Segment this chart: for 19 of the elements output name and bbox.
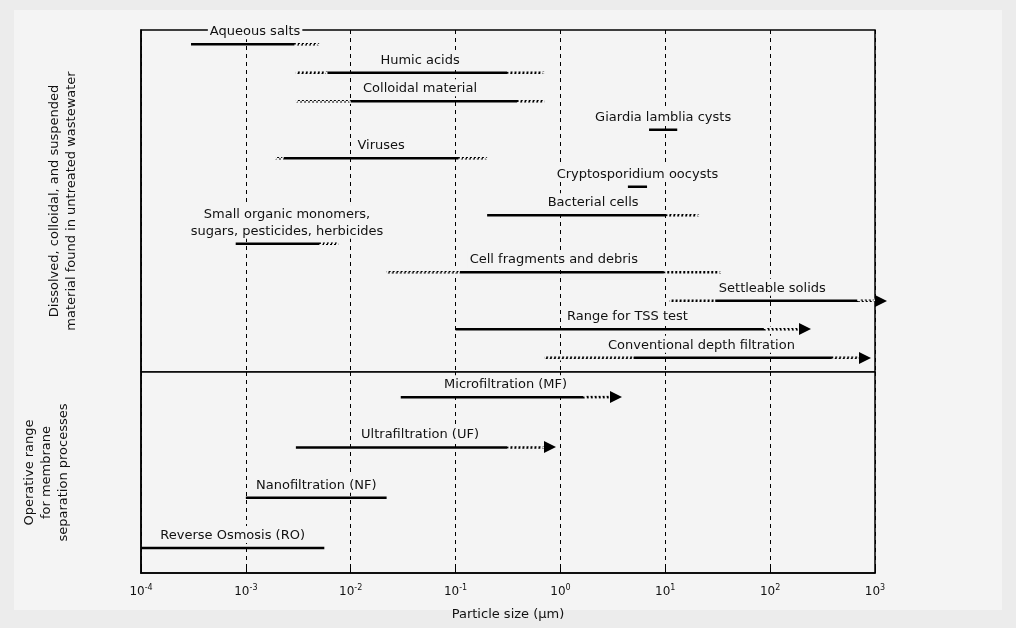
category-label: Colloidal material	[363, 80, 478, 96]
y-tick-label: Nanofiltration (NF)	[256, 476, 377, 492]
y-tick-label: Ultrafiltration (UF)	[361, 426, 479, 442]
category-label: Humic acids	[380, 51, 460, 67]
category-label: Conventional depth filtration	[608, 336, 795, 352]
y-tick-label: Reverse Osmosis (RO)	[160, 526, 306, 542]
y-axis-title: Dissolved, colloidal, and suspended material found in untreated wastewater	[46, 70, 78, 331]
category-label: Cell fragments and debris	[469, 251, 638, 267]
category-label: Giardia lamblia cysts	[595, 108, 732, 124]
y-axis-title: Operative range for membrane separation processes	[21, 403, 70, 542]
category-label: Cryptosporidium oocysts	[556, 165, 719, 181]
y-tick-label: Microfiltration (MF)	[444, 376, 568, 392]
category-label: Small organic monomers, sugars, pesticides, herbicides	[190, 205, 384, 238]
category-label: Viruses	[357, 137, 405, 153]
category-label: Aqueous salts	[209, 23, 301, 39]
category-label: Bacterial cells	[547, 194, 639, 210]
x-axis-title: Particle size (μm)	[451, 606, 565, 621]
category-label: Settleable solids	[718, 279, 826, 295]
category-label: Range for TSS test	[567, 308, 688, 324]
